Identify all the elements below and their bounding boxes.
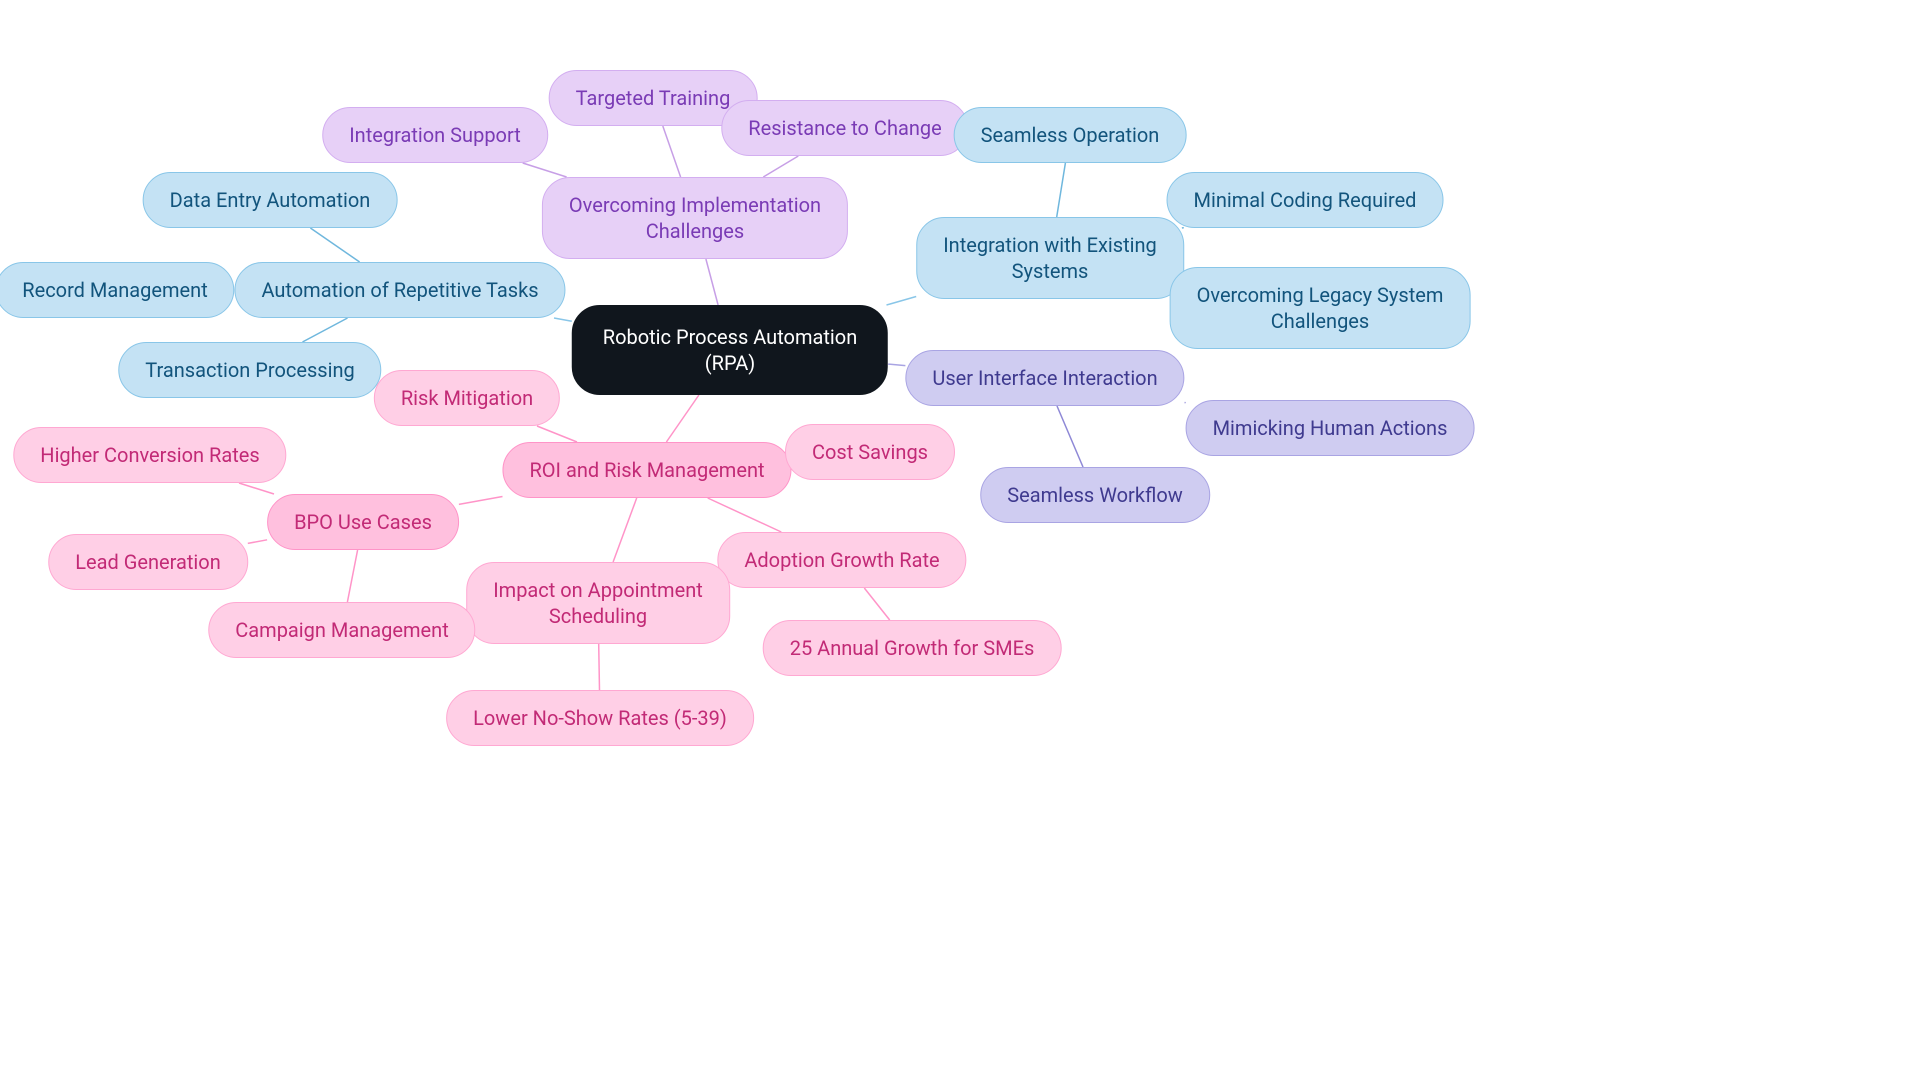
edge-roi-risk [537, 426, 577, 442]
node-trans: Transaction Processing [118, 342, 381, 398]
node-overc: Overcoming Implementation Challenges [542, 177, 848, 259]
node-lead: Lead Generation [48, 534, 248, 590]
node-noshow: Lower No-Show Rates (5-39) [446, 690, 754, 746]
edge-bpo-camp [347, 550, 357, 602]
edge-overc-isupp [523, 163, 567, 177]
node-roi: ROI and Risk Management [502, 442, 791, 498]
node-seamop: Seamless Operation [954, 107, 1187, 163]
node-mimic: Mimicking Human Actions [1186, 400, 1475, 456]
node-camp: Campaign Management [208, 602, 475, 658]
node-seamwf: Seamless Workflow [980, 467, 1210, 523]
edge-bpo-conv [239, 483, 274, 494]
edge-auto-data [310, 228, 359, 262]
mindmap-canvas: Robotic Process Automation (RPA)Automati… [0, 0, 1920, 1083]
node-resist: Resistance to Change [721, 100, 968, 156]
edge-bpo-lead [248, 540, 267, 544]
node-auto: Automation of Repetitive Tasks [234, 262, 565, 318]
node-bpo: BPO Use Cases [267, 494, 459, 550]
edge-roi-bpo [459, 497, 503, 505]
node-record: Record Management [0, 262, 235, 318]
edge-root-auto [554, 318, 572, 321]
edge-ui-seamwf [1057, 406, 1083, 467]
node-legacy: Overcoming Legacy System Challenges [1170, 267, 1471, 349]
edge-root-overc [706, 259, 718, 305]
node-conv: Higher Conversion Rates [13, 427, 286, 483]
edge-adopt-smes [864, 588, 889, 620]
edge-impact-noshow [599, 644, 600, 690]
edge-overc-ttrain [663, 126, 681, 177]
node-risk: Risk Mitigation [374, 370, 560, 426]
edge-root-roi [666, 395, 699, 442]
node-impact: Impact on Appointment Scheduling [466, 562, 730, 644]
edge-integ-seamop [1057, 163, 1066, 217]
node-root: Robotic Process Automation (RPA) [572, 305, 888, 395]
node-integ: Integration with Existing Systems [916, 217, 1184, 299]
node-adopt: Adoption Growth Rate [717, 532, 966, 588]
node-smes: 25 Annual Growth for SMEs [763, 620, 1062, 676]
node-ui: User Interface Interaction [905, 350, 1184, 406]
edge-root-ui [888, 364, 905, 366]
node-isupp: Integration Support [322, 107, 548, 163]
edge-roi-impact [613, 498, 637, 562]
node-mincod: Minimal Coding Required [1167, 172, 1444, 228]
edge-overc-resist [763, 156, 798, 177]
edge-auto-trans [303, 318, 348, 342]
edge-root-integ [887, 297, 917, 306]
node-cost: Cost Savings [785, 424, 955, 480]
edge-roi-adopt [708, 498, 782, 532]
node-data: Data Entry Automation [143, 172, 398, 228]
